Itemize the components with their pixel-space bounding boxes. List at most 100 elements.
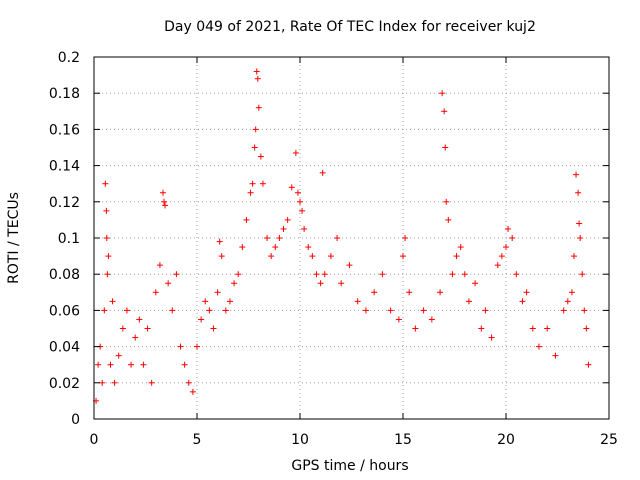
data-point [162,202,169,209]
data-point [585,361,592,368]
data-point [194,343,200,350]
data-point [299,207,306,214]
data-point [257,153,264,160]
data-point [568,289,575,296]
data-point [102,180,109,187]
data-point [453,253,460,260]
data-point [317,280,324,287]
data-point [461,271,468,278]
data-point [379,271,386,278]
y-tick-label: 0.12 [49,195,80,211]
data-point [494,262,501,269]
data-point [544,325,551,332]
x-tick-label: 5 [193,432,202,448]
data-point [231,280,238,287]
data-point [276,235,283,241]
data-point [148,379,155,386]
data-point [294,189,301,196]
data-point [428,316,435,323]
data-point [104,271,111,278]
data-point [395,316,402,323]
data-point [169,307,176,314]
data-point [259,180,266,187]
data-point [583,325,590,332]
plot-frame [93,56,610,420]
data-point [198,316,205,323]
data-point [457,244,464,251]
data-point [577,235,584,241]
data-point [509,235,516,241]
data-point [268,253,275,260]
y-tick-label: 0.02 [49,376,80,392]
data-point [105,253,112,260]
data-point [371,289,378,296]
data-point [581,307,588,314]
data-point [253,68,260,75]
data-point [165,280,172,287]
data-point [575,189,582,196]
data-point [103,235,110,241]
data-point [243,216,250,223]
data-point [252,126,259,133]
y-tick-label: 0.1 [58,231,80,247]
data-point [523,289,530,296]
data-point [103,207,110,214]
y-tick-label: 0.2 [58,50,80,66]
y-axis-label: ROTI / TECUs [6,192,22,284]
y-tick-label: 0.14 [49,159,80,175]
data-point [579,271,586,278]
data-point [214,289,221,296]
data-point [247,189,254,196]
data-point [111,379,118,386]
data-point [564,298,571,305]
data-point [535,343,542,350]
data-point [173,271,180,278]
data-point [272,244,279,251]
data-point [576,220,583,227]
data-point [309,253,316,260]
y-tick-label: 0.06 [49,303,80,319]
data-point [128,361,135,368]
data-point [488,334,495,341]
data-point [115,352,122,359]
data-point [181,361,188,368]
data-point [136,316,143,323]
data-point [189,388,196,395]
data-point [206,307,213,314]
data-point [95,361,102,368]
data-point [449,271,456,278]
data-point [239,244,246,251]
data-point [235,271,242,278]
data-point [161,198,168,205]
data-point [354,298,361,305]
data-point [465,298,472,305]
data-point [99,379,106,386]
data-point [226,298,233,305]
data-point [443,198,450,205]
data-point [334,235,341,241]
data-point [152,289,159,296]
data-point [338,280,345,287]
data-point [210,325,217,332]
x-tick-label: 15 [394,432,412,448]
data-point [406,289,413,296]
data-point [255,104,262,111]
data-point [249,180,256,187]
data-point [202,298,209,305]
data-point [321,271,328,278]
data-point [305,244,312,251]
y-tick-label: 0.04 [49,340,80,356]
x-tick-label: 10 [291,432,309,448]
y-tick-label: 0 [71,412,80,428]
data-point [222,307,229,314]
data-point [402,235,409,241]
data-point [319,169,326,176]
data-point [107,361,114,368]
data-point [498,253,505,260]
data-point [297,198,303,205]
data-point [387,307,394,314]
data-point [478,325,485,332]
data-point [412,325,419,332]
